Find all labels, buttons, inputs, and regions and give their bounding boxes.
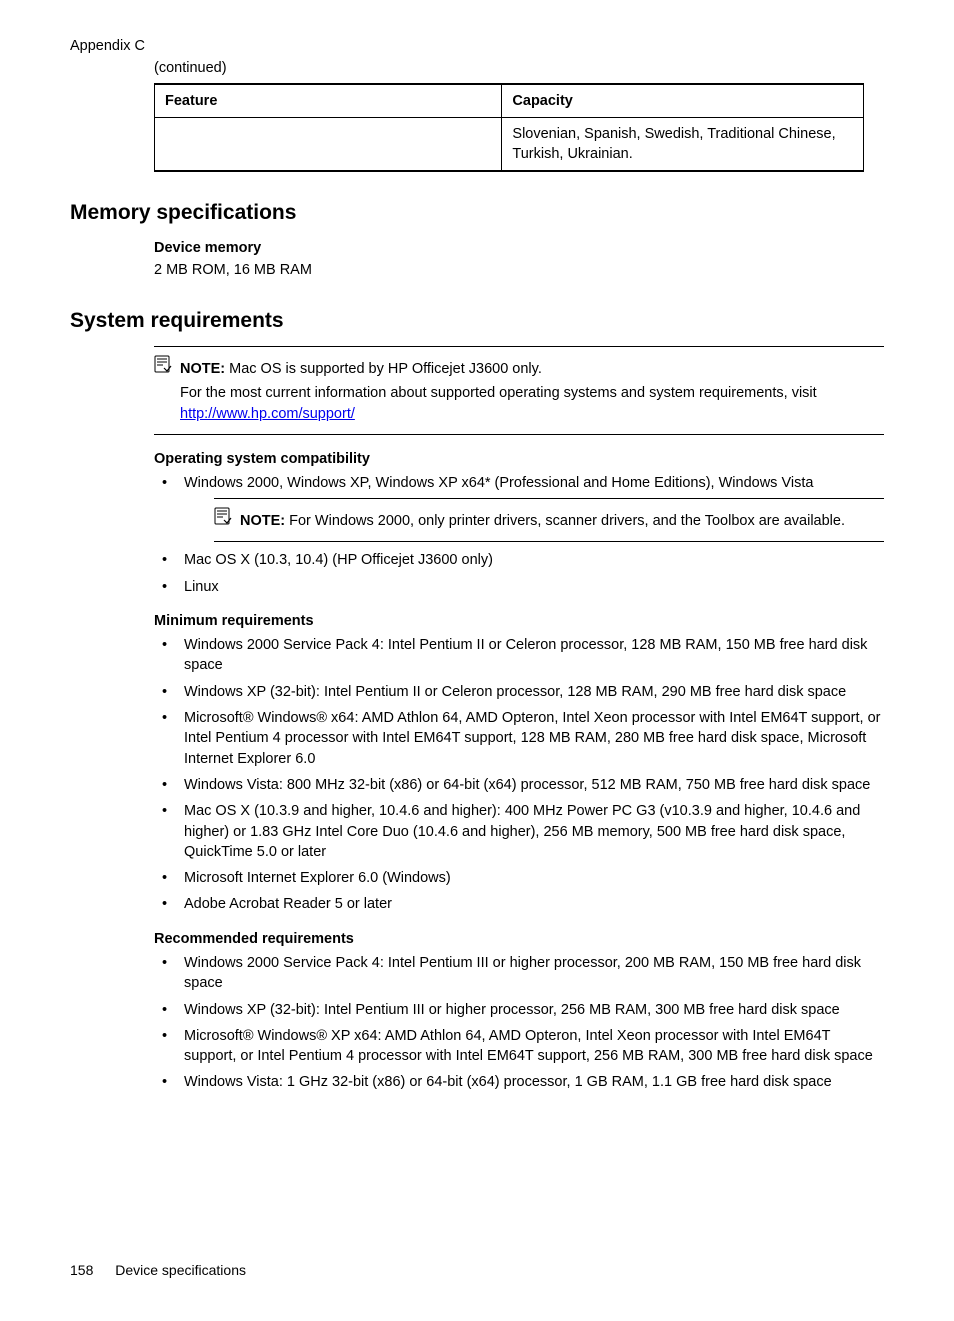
os-item-text: Windows 2000, Windows XP, Windows XP x64…: [184, 475, 813, 491]
list-item: Mac OS X (10.3.9 and higher, 10.4.6 and …: [154, 801, 884, 862]
note-line2: For the most current information about s…: [180, 385, 817, 401]
note-icon: [154, 355, 172, 379]
list-item: Windows 2000 Service Pack 4: Intel Penti…: [154, 953, 884, 994]
feature-capacity-table: Feature Capacity Slovenian, Spanish, Swe…: [154, 83, 864, 173]
list-item: Microsoft® Windows® XP x64: AMD Athlon 6…: [154, 1026, 884, 1067]
list-item: Windows XP (32-bit): Intel Pentium II or…: [154, 682, 884, 702]
note-box: NOTE: Mac OS is supported by HP Officeje…: [154, 346, 884, 435]
list-item: Adobe Acrobat Reader 5 or later: [154, 894, 884, 914]
note-label: NOTE:: [180, 361, 225, 377]
list-item: Linux: [154, 577, 884, 597]
footer-title: Device specifications: [115, 1262, 246, 1278]
list-item: Microsoft® Windows® x64: AMD Athlon 64, …: [154, 708, 884, 769]
list-item: Windows Vista: 800 MHz 32-bit (x86) or 6…: [154, 775, 884, 795]
nested-note-box: NOTE: For Windows 2000, only printer dri…: [214, 498, 884, 543]
note-label: NOTE:: [240, 513, 285, 529]
appendix-label: Appendix C: [70, 36, 884, 56]
rec-req-list: Windows 2000 Service Pack 4: Intel Penti…: [154, 953, 884, 1093]
list-item: Windows Vista: 1 GHz 32-bit (x86) or 64-…: [154, 1072, 884, 1092]
continued-label: (continued): [154, 58, 884, 78]
nested-note-text: NOTE: For Windows 2000, only printer dri…: [240, 511, 884, 531]
memory-spec-heading: Memory specifications: [70, 198, 884, 227]
note-line1-text: Mac OS is supported by HP Officejet J360…: [229, 361, 542, 377]
device-memory-text: 2 MB ROM, 16 MB RAM: [154, 260, 884, 280]
list-item: Mac OS X (10.3, 10.4) (HP Officejet J360…: [154, 550, 884, 570]
system-requirements-heading: System requirements: [70, 306, 884, 335]
table-header-capacity: Capacity: [502, 84, 864, 118]
list-item: Microsoft Internet Explorer 6.0 (Windows…: [154, 868, 884, 888]
table-cell: [155, 117, 502, 171]
note-text: NOTE: Mac OS is supported by HP Officeje…: [180, 359, 884, 424]
device-memory-subhead: Device memory: [154, 238, 884, 258]
page-number: 158: [70, 1262, 93, 1278]
min-req-list: Windows 2000 Service Pack 4: Intel Penti…: [154, 635, 884, 915]
os-compat-heading: Operating system compatibility: [154, 449, 884, 469]
list-item: Windows 2000, Windows XP, Windows XP x64…: [154, 473, 884, 542]
list-item: Windows 2000 Service Pack 4: Intel Penti…: [154, 635, 884, 676]
table-header-feature: Feature: [155, 84, 502, 118]
support-link[interactable]: http://www.hp.com/support/: [180, 406, 355, 422]
min-req-heading: Minimum requirements: [154, 611, 884, 631]
list-item: Windows XP (32-bit): Intel Pentium III o…: [154, 1000, 884, 1020]
nested-note-content: For Windows 2000, only printer drivers, …: [289, 513, 845, 529]
rec-req-heading: Recommended requirements: [154, 929, 884, 949]
page-footer: 158 Device specifications: [70, 1261, 246, 1281]
os-compat-list: Windows 2000, Windows XP, Windows XP x64…: [154, 473, 884, 596]
note-icon: [214, 507, 232, 531]
table-cell: Slovenian, Spanish, Swedish, Traditional…: [502, 117, 864, 171]
